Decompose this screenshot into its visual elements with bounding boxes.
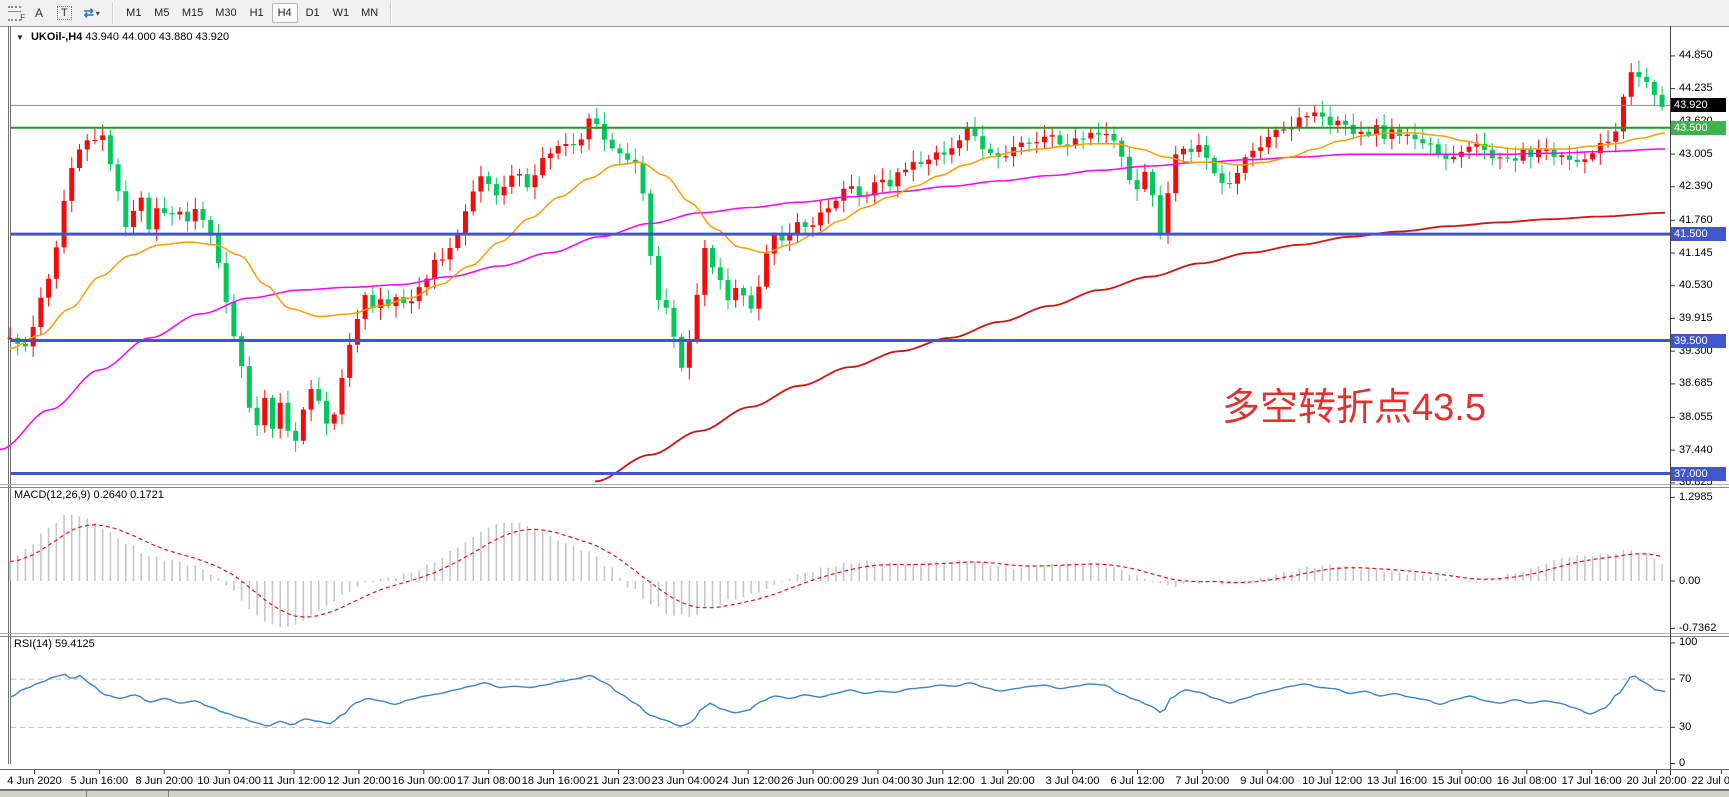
time-axis-label: 16 Jun 00:00 [392,775,456,787]
time-axis-label: 21 Jun 23:00 [587,775,651,787]
price-axis-tick: 38.685 [1679,377,1727,389]
rsi-axis-tick: 30 [1679,721,1727,733]
annotation-text: 多空转折点43.5 [1222,376,1486,431]
time-axis-label: 26 Jun 00:00 [781,775,845,787]
rsi-axis-tick: 100 [1679,636,1727,648]
price-axis-tick: 40.530 [1679,279,1727,291]
price-axis-tick: 38.055 [1679,411,1727,423]
symbol-dropdown-caret-icon[interactable]: ▼ [16,33,24,42]
price-axis-tick: 39.915 [1679,312,1727,324]
time-axis-label: 30 Jun 12:00 [911,775,975,787]
tab-divider [86,791,87,797]
price-axis-tick: 41.760 [1679,214,1727,226]
macd-axis-tick: -0.7362 [1679,622,1727,634]
rsi-axis-tick: 70 [1679,673,1727,685]
time-axis-label: 24 Jun 12:00 [716,775,780,787]
price-axis-tick: 43.005 [1679,148,1727,160]
time-axis-label: 22 Jul 00:00 [1691,775,1729,787]
price-level-box: 43.500 [1671,121,1726,135]
time-axis-label: 15 Jul 00:00 [1432,775,1492,787]
time-axis-label: 4 Jun 2020 [7,775,61,787]
time-axis-label: 23 Jun 04:00 [651,775,715,787]
chart-title: ▼ UKOil-,H4 43.940 44.000 43.880 43.920 [16,31,229,43]
rsi-name: RSI(14) [14,638,52,650]
macd-name: MACD(12,26,9) [14,489,90,501]
macd-values: 0.2640 0.1721 [93,489,163,501]
rsi-axis-tick: 0 [1679,757,1727,769]
macd-axis-tick: 1.2985 [1679,491,1727,503]
time-axis-label: 12 Jun 20:00 [327,775,391,787]
price-axis-tick: 42.390 [1679,180,1727,192]
price-axis-tick: 44.850 [1679,49,1727,61]
time-axis-label: 1 Jul 20:00 [981,775,1035,787]
time-axis-label: 8 Jun 20:00 [136,775,194,787]
ohlc-values: 43.940 44.000 43.880 43.920 [85,31,229,43]
price-level-box: 41.500 [1671,227,1726,241]
time-axis-label: 6 Jul 12:00 [1111,775,1165,787]
macd-indicator-label: MACD(12,26,9) 0.2640 0.1721 [14,489,164,501]
time-axis-label: 13 Jul 16:00 [1367,775,1427,787]
time-axis-label: 17 Jun 08:00 [457,775,521,787]
time-axis-label: 17 Jul 16:00 [1562,775,1622,787]
time-axis-label: 20 Jul 20:00 [1627,775,1687,787]
price-axis-tick: 37.440 [1679,444,1727,456]
price-level-box: 37.000 [1671,467,1726,481]
time-axis-label: 5 Jun 16:00 [71,775,129,787]
rsi-value: 59.4125 [55,638,95,650]
symbol-timeframe-label: UKOil-,H4 [31,31,82,43]
time-axis-label: 7 Jul 20:00 [1175,775,1229,787]
chart-window: ▼ UKOil-,H4 43.940 44.000 43.880 43.920 … [0,26,1729,796]
time-axis-label: 10 Jun 04:00 [197,775,261,787]
price-axis-tick: 44.235 [1679,82,1727,94]
price-level-box: 39.500 [1671,334,1726,348]
time-axis-label: 3 Jul 04:00 [1046,775,1100,787]
rsi-indicator-label: RSI(14) 59.4125 [14,638,95,650]
tab-divider [168,791,169,797]
time-axis-label: 11 Jun 12:00 [263,775,326,787]
time-axis-label: 16 Jul 08:00 [1497,775,1557,787]
macd-axis-tick: 0.00 [1679,575,1727,587]
time-axis-label: 18 Jun 16:00 [522,775,586,787]
time-axis-label: 29 Jun 04:00 [846,775,910,787]
price-axis-tick: 41.145 [1679,247,1727,259]
time-axis-label: 9 Jul 04:00 [1240,775,1294,787]
price-level-box: 43.920 [1671,98,1726,112]
time-axis-label: 10 Jul 12:00 [1302,775,1362,787]
